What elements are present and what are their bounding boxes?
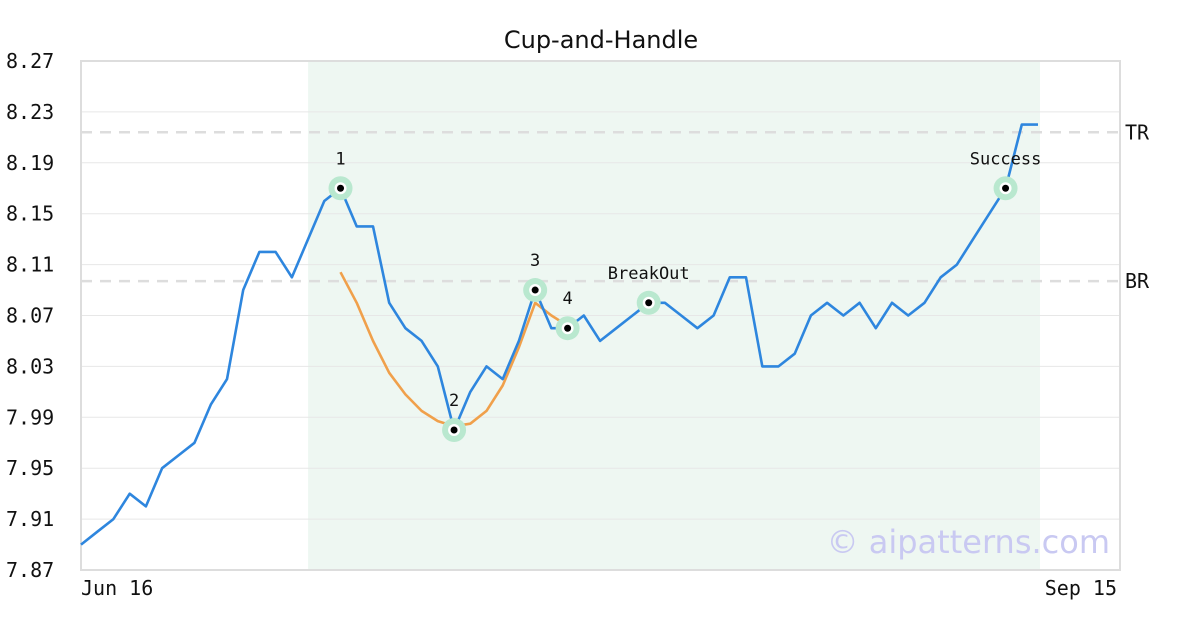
y-tick-label: 8.19 (6, 151, 54, 175)
chart-title: Cup-and-Handle (504, 26, 698, 54)
annotations: 1 2 3 4 BreakOut Success (328, 149, 1042, 443)
plot-frame (80, 60, 1121, 571)
annotation-point (450, 426, 458, 434)
watermark: © aipatterns.com (827, 523, 1110, 561)
annotation-point (1002, 184, 1010, 192)
y-tick-label: 7.99 (6, 405, 54, 429)
level-label: BR (1125, 269, 1150, 293)
y-tick-label: 7.91 (6, 507, 54, 531)
x-axis: Jun 16 Sep 15 (81, 576, 1117, 600)
x-tick-label: Jun 16 (81, 576, 153, 600)
annotation-label: BreakOut (608, 264, 690, 284)
annotation-point (564, 324, 572, 332)
y-tick-label: 8.11 (6, 253, 54, 277)
annotation-label: 3 (530, 251, 540, 271)
annotation-label: Success (970, 149, 1042, 169)
level-label: TR (1125, 120, 1150, 144)
y-tick-label: 8.15 (6, 202, 54, 226)
y-tick-label: 8.03 (6, 354, 54, 378)
y-tick-label: 7.87 (6, 558, 54, 582)
annotation-label: 4 (562, 289, 572, 309)
y-axis: 8.27 8.23 8.19 8.15 8.11 8.07 8.03 7.99 7.95 7.91… (6, 49, 54, 582)
annotation-point (531, 286, 539, 294)
level-lines: TR BR (81, 120, 1150, 293)
y-tick-label: 8.23 (6, 100, 54, 124)
annotation-point (337, 184, 345, 192)
y-tick-label: 8.07 (6, 304, 54, 328)
y-tick-label: 7.95 (6, 456, 54, 480)
annotation-label: 2 (449, 391, 459, 411)
y-tick-label: 8.27 (6, 49, 54, 73)
annotation-point (645, 299, 653, 307)
x-tick-label: Sep 15 (1045, 576, 1117, 600)
annotation-label: 1 (335, 149, 345, 169)
